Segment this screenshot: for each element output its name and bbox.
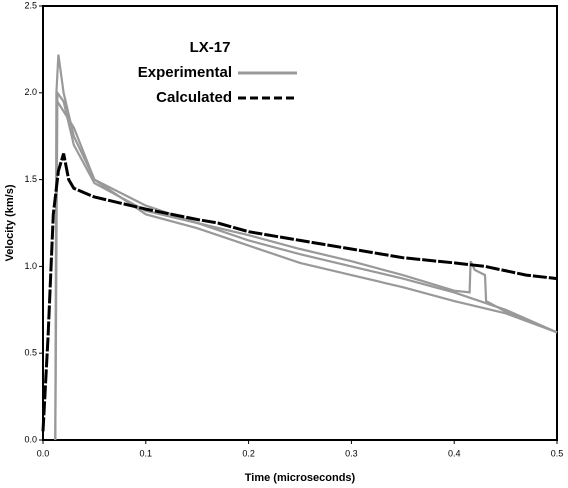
x-tick-label: 0.2: [242, 448, 255, 458]
x-tick-label: 0.4: [448, 448, 461, 458]
legend-label: Calculated: [156, 89, 232, 106]
legend-title: LX-17: [190, 39, 231, 56]
y-tick-label: 0.0: [24, 434, 37, 444]
legend-label: Experimental: [138, 64, 232, 81]
x-tick-label: 0.1: [140, 448, 153, 458]
y-tick-label: 1.5: [24, 174, 37, 184]
x-tick-label: 0.3: [345, 448, 358, 458]
x-tick-label: 0.0: [37, 448, 50, 458]
x-tick-label: 0.5: [551, 448, 564, 458]
series-line: [41, 153, 558, 432]
y-tick-label: 2.5: [24, 0, 37, 10]
plot-frame: [42, 5, 558, 441]
x-axis-title: Time (microseconds): [245, 472, 356, 484]
series-line: [54, 89, 558, 441]
series-line: [56, 100, 558, 334]
series-line: [54, 54, 558, 441]
y-axis-title: Velocity (km/s): [4, 184, 16, 261]
y-tick-label: 2.0: [24, 87, 37, 97]
y-tick-label: 0.5: [24, 348, 37, 358]
y-tick-label: 1.0: [24, 261, 37, 271]
